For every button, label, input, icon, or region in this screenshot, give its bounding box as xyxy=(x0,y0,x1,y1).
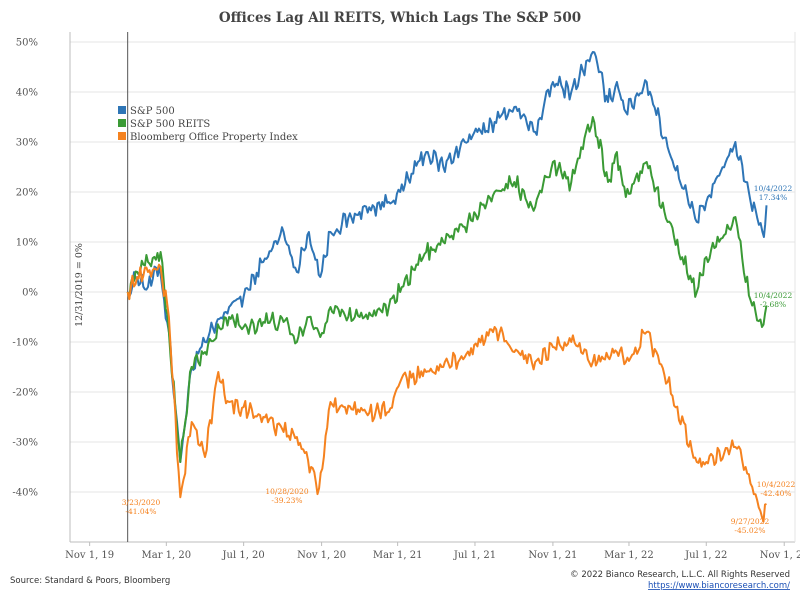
legend: S&P 500 S&P 500 REITS Bloomberg Office Pro… xyxy=(118,106,298,143)
x-tick-label: Nov 1, 20 xyxy=(297,550,346,561)
annotation-date: 10/4/2022 xyxy=(754,291,793,300)
legend-swatch xyxy=(118,119,126,127)
annotation-date: 9/27/2022 xyxy=(731,517,770,526)
y-tick-label: -40% xyxy=(12,488,38,499)
x-tick-label: Mar 1, 22 xyxy=(604,550,654,561)
source-note: Source: Standard & Poors, Bloomberg xyxy=(10,576,170,586)
y-tick-label: -10% xyxy=(12,338,38,349)
annotation-value: -2.68% xyxy=(760,300,786,309)
x-tick-label: Mar 1, 20 xyxy=(142,550,192,561)
annotation-date: 10/4/2022 xyxy=(757,480,796,489)
y-tick-label: 20% xyxy=(16,188,38,199)
legend-label: S&P 500 REITS xyxy=(130,119,210,130)
y-tick-label: 10% xyxy=(16,238,38,249)
legend-swatch xyxy=(118,132,126,140)
copyright-note: © 2022 Bianco Research, L.L.C. All Right… xyxy=(570,570,790,580)
legend-swatch xyxy=(118,106,126,114)
annotation-value: -41.04% xyxy=(125,507,156,516)
annotation-date: 10/4/2022 xyxy=(754,184,793,193)
annotation-value: 17.34% xyxy=(759,193,788,202)
x-tick-label: Nov 1, 19 xyxy=(65,550,114,561)
gridlines xyxy=(70,41,795,493)
x-tick-label: Jul 1, 20 xyxy=(222,550,265,561)
x-axis-ticks: Nov 1, 19 Mar 1, 20 Jul 1, 20 Nov 1, 20 Mar … xyxy=(65,542,800,561)
axes xyxy=(69,32,796,543)
x-tick-label: Nov 1, 22 xyxy=(760,550,800,561)
y-tick-label: -30% xyxy=(12,438,38,449)
annotations: 3/23/2020-41.04% 10/28/2020-39.23% 9/27/20… xyxy=(122,184,796,535)
x-tick-label: Jul 1, 22 xyxy=(684,550,727,561)
series-lines xyxy=(126,51,768,523)
reference-line-label: 12/31/2019 = 0% xyxy=(74,243,85,327)
legend-label: Bloomberg Office Property Index xyxy=(130,132,298,143)
y-tick-label: 0% xyxy=(22,288,38,299)
y-tick-label: 30% xyxy=(16,138,38,149)
legend-label: S&P 500 xyxy=(130,106,175,117)
y-tick-label: 50% xyxy=(16,38,38,49)
x-tick-label: Jul 1, 21 xyxy=(453,550,496,561)
annotation-value: -45.02% xyxy=(734,526,765,535)
series-line xyxy=(126,263,767,523)
annotation-date: 10/28/2020 xyxy=(265,487,308,496)
y-tick-label: -20% xyxy=(12,388,38,399)
annotation-value: -39.23% xyxy=(271,496,302,505)
x-tick-label: Nov 1, 21 xyxy=(528,550,577,561)
y-tick-label: 40% xyxy=(16,88,38,99)
annotation-date: 3/23/2020 xyxy=(122,498,161,507)
website-link[interactable]: https://www.biancoresearch.com/ xyxy=(648,581,790,591)
y-axis-ticks: 50% 40% 30% 20% 10% 0% -10% -20% -30% -40% xyxy=(12,38,38,499)
annotation-value: -42.40% xyxy=(760,489,791,498)
series-line xyxy=(126,116,768,463)
series-line xyxy=(126,51,768,463)
chart-title: Offices Lag All REITS, Which Lags The S&… xyxy=(219,10,581,26)
x-tick-label: Mar 1, 21 xyxy=(373,550,423,561)
